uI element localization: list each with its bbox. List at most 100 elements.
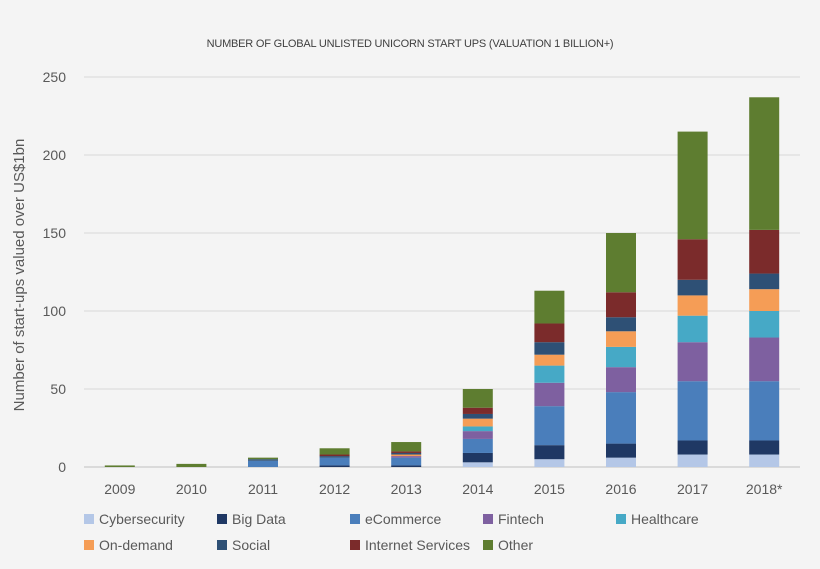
bar-segment bbox=[319, 465, 350, 467]
bar-segment bbox=[391, 442, 422, 452]
bar-segment bbox=[248, 457, 278, 460]
bar-segment bbox=[534, 365, 565, 383]
bar-segment bbox=[606, 317, 636, 332]
x-tick-label: 2014 bbox=[462, 481, 493, 497]
bar-segment bbox=[749, 311, 780, 338]
x-tick-label: 2016 bbox=[605, 481, 636, 497]
y-tick-label: 250 bbox=[43, 69, 67, 85]
bar-segment bbox=[534, 382, 565, 407]
y-tick-label: 0 bbox=[58, 459, 66, 475]
bar-segment bbox=[677, 342, 708, 382]
bar-segment bbox=[606, 233, 636, 293]
bar-segment bbox=[606, 292, 636, 318]
bar-segment bbox=[677, 440, 708, 455]
bar-segment bbox=[606, 346, 636, 368]
y-tick-label: 50 bbox=[50, 381, 66, 397]
x-tick-label: 2010 bbox=[176, 481, 207, 497]
legend-item: Fintech bbox=[483, 511, 616, 527]
legend-item: Big Data bbox=[217, 511, 350, 527]
bar-segment bbox=[677, 454, 708, 467]
bar-segment bbox=[677, 295, 708, 316]
bar-segment bbox=[248, 460, 278, 467]
legend-swatch bbox=[217, 540, 227, 550]
legend-label: Other bbox=[498, 537, 534, 553]
x-tick-label: 2018* bbox=[746, 481, 783, 497]
bar-segment bbox=[319, 454, 350, 457]
bar-segment bbox=[391, 452, 422, 455]
y-tick-label: 150 bbox=[43, 225, 67, 241]
legend-label: Internet Services bbox=[365, 537, 471, 553]
bar-segment bbox=[749, 289, 780, 311]
legend-swatch bbox=[350, 540, 360, 550]
x-tick-labels: 2009 2010 2011 2012 2013 2014 2015 2016 2017 2018… bbox=[104, 481, 783, 497]
bar-segment bbox=[749, 381, 780, 441]
legend-swatch bbox=[84, 540, 94, 550]
bar-segment bbox=[534, 406, 565, 446]
bar-segment bbox=[606, 392, 636, 444]
bar-segment bbox=[534, 323, 565, 343]
bar-segment bbox=[749, 229, 780, 274]
bar-segment bbox=[749, 273, 780, 290]
bar-segment bbox=[534, 342, 565, 355]
bar-segment bbox=[677, 315, 708, 343]
legend-label: Big Data bbox=[232, 511, 286, 527]
bar-segment bbox=[462, 452, 493, 463]
bar-segment bbox=[462, 431, 493, 439]
legend-item: eCommerce bbox=[350, 511, 483, 527]
legend-item: Healthcare bbox=[616, 511, 749, 527]
bar-segment bbox=[534, 459, 565, 467]
legend-swatch bbox=[350, 514, 360, 524]
legend-label: Social bbox=[232, 537, 271, 553]
bar-segment bbox=[462, 426, 493, 432]
legend-item: Social bbox=[217, 537, 350, 553]
y-axis-label: Number of start-ups valued over US$1bn bbox=[11, 139, 28, 412]
legend-swatch bbox=[483, 514, 493, 524]
bar-segment bbox=[391, 451, 422, 453]
chart-plot: 0 50 100 150 200 250 2009 2010 2011 2012 2013 2014… bbox=[11, 69, 800, 497]
x-tick-label: 2012 bbox=[319, 481, 350, 497]
y-tick-label: 200 bbox=[43, 147, 67, 163]
x-tick-label: 2009 bbox=[104, 481, 135, 497]
legend-swatch bbox=[616, 514, 626, 524]
bar-segment bbox=[462, 462, 493, 467]
legend-item: Cybersecurity bbox=[84, 511, 217, 527]
legend-swatch bbox=[217, 514, 227, 524]
bar-segment bbox=[677, 239, 708, 280]
bar-segment bbox=[534, 354, 565, 366]
bar-segment bbox=[677, 131, 708, 240]
legend-item: On-demand bbox=[84, 537, 217, 553]
legend-swatch bbox=[84, 514, 94, 524]
legend-label: On-demand bbox=[99, 537, 173, 553]
bar-segment bbox=[462, 438, 493, 453]
bar-segment bbox=[462, 418, 493, 427]
x-tick-label: 2015 bbox=[534, 481, 565, 497]
x-tick-label: 2017 bbox=[677, 481, 708, 497]
bar-segment bbox=[606, 367, 636, 393]
bar-segment bbox=[248, 459, 278, 461]
bar-segment bbox=[462, 407, 493, 414]
legend-label: Healthcare bbox=[631, 511, 699, 527]
x-tick-label: 2011 bbox=[248, 481, 278, 497]
x-tick-label: 2013 bbox=[391, 481, 422, 497]
bar-segment bbox=[391, 465, 422, 467]
bar-segment bbox=[462, 389, 493, 408]
bar-segment bbox=[606, 331, 636, 347]
y-tick-labels: 0 50 100 150 200 250 bbox=[43, 69, 67, 475]
bar-segment bbox=[749, 440, 780, 455]
legend-label: Fintech bbox=[498, 511, 544, 527]
bar-segment bbox=[104, 465, 135, 467]
chart-title: NUMBER OF GLOBAL UNLISTED UNICORN START … bbox=[206, 38, 614, 50]
legend: Cybersecurity Big Data eCommerce Fintech Hea… bbox=[84, 511, 804, 553]
legend-item: Other bbox=[483, 537, 616, 553]
bar-segment bbox=[391, 454, 422, 457]
legend-label: eCommerce bbox=[365, 511, 442, 527]
bar-segment bbox=[391, 457, 422, 466]
legend-item: Internet Services bbox=[350, 537, 483, 553]
bar-segment bbox=[749, 337, 780, 382]
bar-segment bbox=[749, 454, 780, 467]
bar-segment bbox=[319, 448, 350, 455]
bar-segment bbox=[319, 457, 350, 466]
bar-segment bbox=[534, 445, 565, 460]
bar-segment bbox=[677, 279, 708, 296]
legend-label: Cybersecurity bbox=[99, 511, 185, 527]
